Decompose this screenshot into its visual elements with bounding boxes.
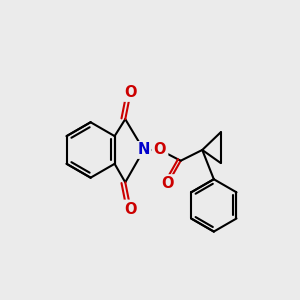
Text: O: O: [154, 142, 166, 158]
Text: O: O: [124, 85, 137, 100]
Text: O: O: [161, 176, 174, 191]
Text: O: O: [124, 202, 137, 217]
Text: N: N: [138, 142, 150, 158]
